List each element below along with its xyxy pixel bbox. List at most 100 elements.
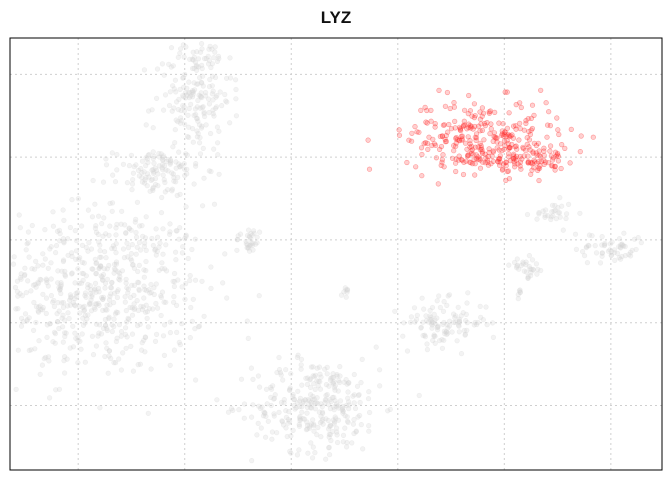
low-expression-point bbox=[198, 49, 204, 55]
low-expression-point bbox=[534, 216, 540, 222]
low-expression-point bbox=[458, 313, 464, 319]
low-expression-point bbox=[141, 243, 147, 249]
low-expression-point bbox=[75, 337, 81, 344]
low-expression-point bbox=[471, 322, 477, 328]
low-expression-point bbox=[160, 172, 166, 178]
low-expression-point bbox=[244, 245, 250, 251]
low-expression-point bbox=[58, 290, 64, 297]
low-expression-point bbox=[126, 163, 132, 169]
low-expression-point bbox=[111, 270, 117, 276]
high-expression-point bbox=[525, 159, 531, 166]
low-expression-point bbox=[307, 423, 313, 429]
high-expression-point bbox=[460, 123, 466, 129]
low-expression-point bbox=[429, 319, 435, 325]
low-expression-point bbox=[618, 242, 624, 248]
low-expression-point bbox=[234, 237, 240, 243]
high-expression-point bbox=[481, 120, 488, 127]
high-expression-point bbox=[542, 159, 549, 165]
low-expression-point bbox=[206, 58, 212, 64]
high-expression-point bbox=[457, 127, 463, 133]
low-expression-point bbox=[93, 260, 99, 267]
low-expression-point bbox=[156, 154, 162, 160]
low-expression-point bbox=[325, 417, 331, 424]
low-expression-point bbox=[65, 252, 71, 258]
low-expression-point bbox=[284, 433, 290, 440]
low-expression-point bbox=[92, 256, 98, 262]
low-expression-point bbox=[129, 312, 136, 318]
low-expression-point bbox=[107, 293, 113, 299]
low-expression-point bbox=[87, 301, 94, 307]
high-expression-point bbox=[507, 145, 513, 151]
high-expression-point bbox=[418, 145, 425, 151]
low-expression-point bbox=[199, 65, 205, 72]
low-expression-point bbox=[234, 247, 240, 253]
low-expression-point bbox=[454, 338, 460, 344]
low-expression-point bbox=[577, 210, 583, 216]
low-expression-point bbox=[66, 315, 72, 322]
high-expression-point bbox=[466, 121, 472, 127]
high-expression-point bbox=[521, 127, 527, 133]
low-expression-point bbox=[167, 330, 173, 336]
low-expression-point bbox=[141, 274, 147, 280]
low-expression-point bbox=[67, 224, 73, 231]
low-expression-point bbox=[214, 104, 220, 110]
low-expression-point bbox=[334, 432, 340, 438]
low-expression-point bbox=[340, 408, 346, 414]
low-expression-point bbox=[134, 199, 140, 205]
low-expression-point bbox=[195, 324, 202, 330]
low-expression-point bbox=[62, 272, 68, 278]
low-expression-point bbox=[155, 183, 161, 189]
low-expression-point bbox=[248, 236, 254, 242]
low-expression-point bbox=[192, 236, 198, 242]
low-expression-point bbox=[317, 386, 324, 392]
low-expression-point bbox=[109, 200, 116, 206]
high-expression-point bbox=[463, 158, 469, 164]
low-expression-point bbox=[144, 309, 150, 315]
low-expression-point bbox=[181, 166, 188, 172]
low-expression-point bbox=[176, 161, 182, 167]
low-expression-point bbox=[619, 253, 625, 260]
low-expression-point bbox=[306, 398, 312, 404]
low-expression-point bbox=[35, 279, 41, 286]
high-expression-points bbox=[365, 87, 596, 187]
low-expression-point bbox=[620, 243, 626, 249]
low-expression-point bbox=[104, 266, 110, 272]
high-expression-point bbox=[533, 142, 540, 149]
low-expression-point bbox=[563, 211, 570, 217]
low-expression-point bbox=[178, 115, 184, 121]
high-expression-point bbox=[502, 89, 508, 95]
low-expression-point bbox=[55, 319, 61, 325]
low-expression-point bbox=[137, 321, 143, 327]
low-expression-point bbox=[206, 168, 212, 174]
low-expression-point bbox=[201, 175, 207, 181]
low-expression-point bbox=[246, 233, 252, 239]
low-expression-point bbox=[356, 392, 362, 398]
high-expression-point bbox=[445, 129, 451, 135]
low-expression-point bbox=[327, 397, 333, 403]
low-expression-point bbox=[435, 327, 441, 333]
high-expression-point bbox=[437, 146, 443, 152]
low-expression-point bbox=[174, 228, 180, 234]
low-expression-point bbox=[133, 251, 139, 257]
low-expression-point bbox=[25, 240, 31, 246]
low-expression-point bbox=[187, 277, 193, 284]
low-expression-point bbox=[233, 77, 239, 83]
low-expression-point bbox=[109, 279, 115, 285]
high-expression-point bbox=[366, 166, 373, 172]
high-expression-point bbox=[472, 113, 478, 119]
low-expression-point bbox=[328, 399, 334, 405]
low-expression-point bbox=[281, 397, 287, 403]
high-expression-point bbox=[482, 122, 489, 129]
low-expression-point bbox=[111, 323, 117, 330]
high-expression-point bbox=[488, 161, 494, 167]
high-expression-point bbox=[500, 121, 506, 127]
low-expression-point bbox=[186, 95, 192, 101]
low-expression-point bbox=[182, 90, 188, 96]
low-expression-point bbox=[514, 262, 521, 268]
low-expression-point bbox=[203, 122, 209, 128]
low-expression-point bbox=[71, 302, 78, 308]
low-expression-point bbox=[307, 376, 314, 382]
low-expression-point bbox=[377, 383, 383, 389]
low-expression-point bbox=[53, 243, 60, 249]
low-expression-point bbox=[345, 419, 351, 426]
